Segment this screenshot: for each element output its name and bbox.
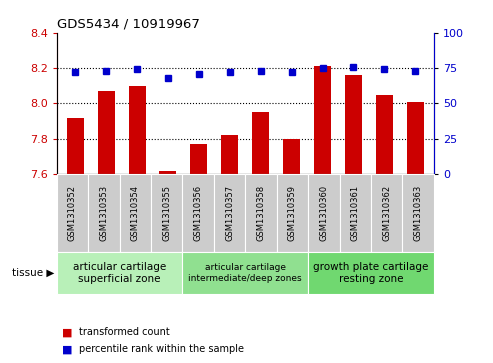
Bar: [345, 75, 362, 174]
Text: GSM1310358: GSM1310358: [256, 185, 266, 241]
Bar: [376, 95, 393, 174]
Text: GSM1310354: GSM1310354: [131, 185, 140, 241]
Text: articular cartilage
superficial zone: articular cartilage superficial zone: [73, 262, 166, 284]
Bar: [67, 118, 84, 174]
Text: GSM1310357: GSM1310357: [225, 185, 234, 241]
Text: GSM1310363: GSM1310363: [414, 185, 423, 241]
Text: GSM1310360: GSM1310360: [319, 185, 328, 241]
Text: growth plate cartilage
resting zone: growth plate cartilage resting zone: [313, 262, 429, 284]
Text: GSM1310352: GSM1310352: [68, 185, 77, 241]
Bar: [190, 144, 208, 174]
Text: ■: ■: [62, 327, 72, 337]
Text: GDS5434 / 10919967: GDS5434 / 10919967: [57, 18, 200, 31]
Bar: [159, 171, 176, 174]
Text: GSM1310355: GSM1310355: [162, 185, 171, 241]
Bar: [252, 112, 269, 174]
Text: tissue ▶: tissue ▶: [12, 268, 54, 278]
Text: transformed count: transformed count: [79, 327, 170, 337]
Bar: [129, 86, 145, 174]
Bar: [221, 135, 238, 174]
Text: articular cartilage
intermediate/deep zones: articular cartilage intermediate/deep zo…: [188, 264, 302, 283]
Text: percentile rank within the sample: percentile rank within the sample: [79, 344, 244, 354]
Text: GSM1310362: GSM1310362: [382, 185, 391, 241]
Text: GSM1310353: GSM1310353: [99, 185, 108, 241]
Text: GSM1310356: GSM1310356: [194, 185, 203, 241]
Text: ■: ■: [62, 344, 72, 354]
Bar: [314, 66, 331, 174]
Bar: [407, 102, 424, 174]
Text: GSM1310361: GSM1310361: [351, 185, 360, 241]
Text: GSM1310359: GSM1310359: [288, 185, 297, 241]
Bar: [283, 139, 300, 174]
Bar: [98, 91, 115, 174]
